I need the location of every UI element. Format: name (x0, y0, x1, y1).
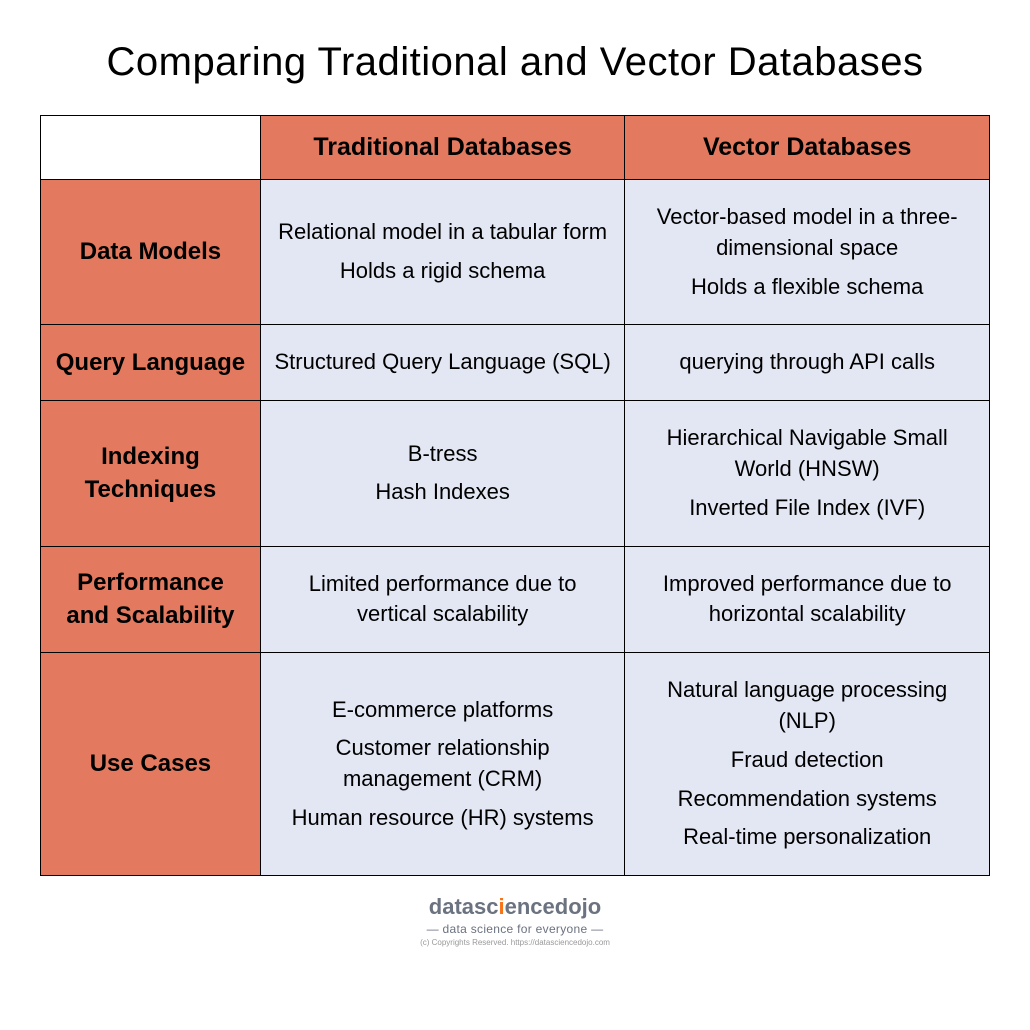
row-label-indexing: Indexing Techniques (41, 401, 261, 546)
logo-tagline: data science for everyone (420, 922, 610, 936)
cell-text: Structured Query Language (SQL) (273, 347, 613, 378)
cell-text: Holds a flexible schema (637, 272, 977, 303)
table-row: Data Models Relational model in a tabula… (41, 180, 990, 325)
cell-text: Recommendation systems (637, 784, 977, 815)
cell-text: querying through API calls (637, 347, 977, 378)
row-label-use-cases: Use Cases (41, 653, 261, 876)
cell-vector-performance: Improved performance due to horizontal s… (625, 546, 990, 653)
cell-text: Vector-based model in a three-dimensiona… (637, 202, 977, 264)
cell-vector-query: querying through API calls (625, 325, 990, 401)
table-header-row: Traditional Databases Vector Databases (41, 116, 990, 180)
logo-text-part3: encedojo (505, 894, 602, 919)
cell-text: Natural language processing (NLP) (637, 675, 977, 737)
cell-vector-data-models: Vector-based model in a three-dimensiona… (625, 180, 990, 325)
cell-text: Fraud detection (637, 745, 977, 776)
cell-text: Relational model in a tabular form (273, 217, 613, 248)
table-row: Query Language Structured Query Language… (41, 325, 990, 401)
cell-vector-use-cases: Natural language processing (NLP) Fraud … (625, 653, 990, 876)
row-label-performance: Performance and Scalability (41, 546, 261, 653)
corner-cell (41, 116, 261, 180)
cell-text: Hierarchical Navigable Small World (HNSW… (637, 423, 977, 485)
footer: datasciencedojo data science for everyon… (420, 894, 610, 947)
column-header-traditional: Traditional Databases (260, 116, 625, 180)
cell-text: B-tress (273, 439, 613, 470)
cell-traditional-data-models: Relational model in a tabular form Holds… (260, 180, 625, 325)
cell-text: Human resource (HR) systems (273, 803, 613, 834)
table-row: Indexing Techniques B-tress Hash Indexes… (41, 401, 990, 546)
column-header-vector: Vector Databases (625, 116, 990, 180)
row-label-query-language: Query Language (41, 325, 261, 401)
logo: datasciencedojo (420, 894, 610, 920)
cell-text: E-commerce platforms (273, 695, 613, 726)
cell-text: Improved performance due to horizontal s… (637, 569, 977, 631)
cell-text: Customer relationship management (CRM) (273, 733, 613, 795)
table-row: Use Cases E-commerce platforms Customer … (41, 653, 990, 876)
logo-text-part1: datasc (429, 894, 499, 919)
cell-text: Hash Indexes (273, 477, 613, 508)
cell-traditional-performance: Limited performance due to vertical scal… (260, 546, 625, 653)
cell-traditional-query: Structured Query Language (SQL) (260, 325, 625, 401)
table-row: Performance and Scalability Limited perf… (41, 546, 990, 653)
page-title: Comparing Traditional and Vector Databas… (106, 40, 923, 85)
cell-traditional-indexing: B-tress Hash Indexes (260, 401, 625, 546)
cell-text: Inverted File Index (IVF) (637, 493, 977, 524)
cell-text: Limited performance due to vertical scal… (273, 569, 613, 631)
cell-vector-indexing: Hierarchical Navigable Small World (HNSW… (625, 401, 990, 546)
comparison-table: Traditional Databases Vector Databases D… (40, 115, 990, 876)
row-label-data-models: Data Models (41, 180, 261, 325)
cell-text: Real-time personalization (637, 822, 977, 853)
cell-text: Holds a rigid schema (273, 256, 613, 287)
copyright-text: (c) Copyrights Reserved. https://datasci… (420, 938, 610, 947)
cell-traditional-use-cases: E-commerce platforms Customer relationsh… (260, 653, 625, 876)
